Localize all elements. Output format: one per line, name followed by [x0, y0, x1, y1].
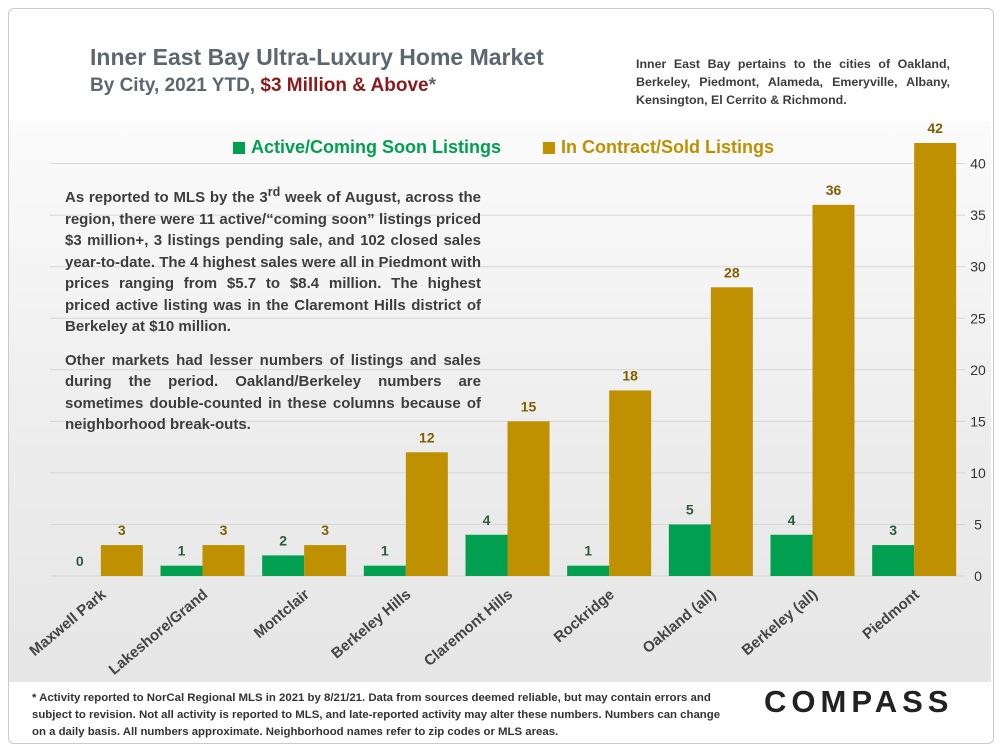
x-tick-label: Montclair [251, 586, 313, 642]
y-tick-label: 10 [970, 465, 986, 481]
x-tick-label: Berkeley Hills [328, 586, 414, 662]
bar-sold [914, 143, 957, 576]
commentary-p1-end: week of August, across the region, there… [65, 189, 481, 335]
bar-active [363, 565, 406, 576]
y-tick-label: 25 [970, 310, 986, 326]
bar-active [668, 524, 711, 576]
y-tick-label: 0 [974, 568, 982, 584]
data-label-sold: 15 [521, 398, 537, 414]
data-label-sold: 3 [220, 522, 228, 538]
bar-sold [710, 287, 753, 576]
legend-label-active: Active/Coming Soon Listings [251, 137, 502, 157]
y-tick-label: 30 [970, 259, 986, 275]
y-tick-label: 5 [974, 516, 982, 532]
x-tick-label: Claremont Hills [421, 586, 516, 670]
data-label-active: 4 [483, 512, 491, 528]
bar-sold [304, 545, 347, 576]
x-tick-label: Berkeley (all) [739, 586, 821, 659]
commentary-p1-sup: rd [267, 185, 281, 199]
chart-legend: Active/Coming Soon Listings In Contract/… [233, 137, 774, 158]
commentary-paragraph-1: As reported to MLS by the 3rd week of Au… [65, 182, 481, 338]
x-tick-label: Lakeshore/Grand [106, 586, 211, 678]
legend-swatch-sold [543, 141, 556, 154]
data-label-sold: 18 [622, 367, 638, 383]
bar-sold [812, 204, 855, 576]
x-tick-label: Piedmont [859, 586, 922, 643]
x-tick-label: Maxwell Park [26, 586, 110, 660]
bar-active [872, 545, 915, 576]
bar-sold [609, 390, 652, 576]
bar-active [465, 534, 508, 576]
page-subtitle: By City, 2021 YTD, $3 Million & Above* [90, 75, 436, 97]
legend-item-active: Active/Coming Soon Listings [233, 137, 501, 158]
bar-sold [405, 452, 448, 576]
subtitle-highlight: $3 Million & Above [260, 75, 429, 96]
data-label-active: 2 [279, 532, 287, 548]
bar-sold [100, 545, 143, 576]
bar-active [770, 534, 813, 576]
data-label-active: 1 [381, 543, 389, 559]
y-tick-label: 35 [970, 207, 986, 223]
y-tick-label: 40 [970, 156, 986, 172]
data-label-active: 1 [178, 543, 186, 559]
x-tick-label: Oakland (all) [640, 586, 720, 657]
bar-active [160, 565, 203, 576]
data-label-active: 1 [584, 543, 592, 559]
data-label-sold: 36 [826, 182, 842, 198]
legend-item-sold: In Contract/Sold Listings [543, 137, 774, 158]
legend-label-sold: In Contract/Sold Listings [561, 137, 775, 157]
bar-active [567, 565, 610, 576]
y-tick-label: 15 [970, 413, 986, 429]
bar-active [262, 555, 305, 576]
commentary-p1-start: As reported to MLS by the 3 [65, 189, 268, 206]
data-label-sold: 42 [927, 120, 943, 136]
commentary-paragraph-2: Other markets had lesser numbers of list… [65, 351, 481, 434]
data-label-sold: 12 [419, 429, 435, 445]
subtitle-suffix: * [428, 75, 436, 96]
commentary: As reported to MLS by the 3rd week of Au… [65, 182, 481, 436]
y-tick-label: 20 [970, 362, 986, 378]
legend-swatch-active [233, 141, 245, 154]
data-label-sold: 3 [321, 522, 329, 538]
data-label-active: 5 [686, 501, 694, 517]
page-title: Inner East Bay Ultra-Luxury Home Market [90, 44, 544, 70]
data-label-sold: 28 [724, 264, 740, 280]
data-label-sold: 3 [118, 522, 126, 538]
x-tick-label: Rockridge [551, 586, 618, 646]
bar-sold [507, 421, 550, 576]
bar-sold [202, 545, 245, 576]
footnote: * Activity reported to NorCal Regional M… [32, 692, 721, 738]
data-label-active: 3 [889, 522, 897, 538]
data-label-active: 0 [76, 553, 84, 569]
data-label-active: 4 [788, 512, 796, 528]
region-note: Inner East Bay pertains to the cities of… [636, 57, 950, 107]
subtitle-prefix: By City, 2021 YTD, [90, 75, 261, 96]
compass-logo: COMPASS [764, 684, 954, 719]
